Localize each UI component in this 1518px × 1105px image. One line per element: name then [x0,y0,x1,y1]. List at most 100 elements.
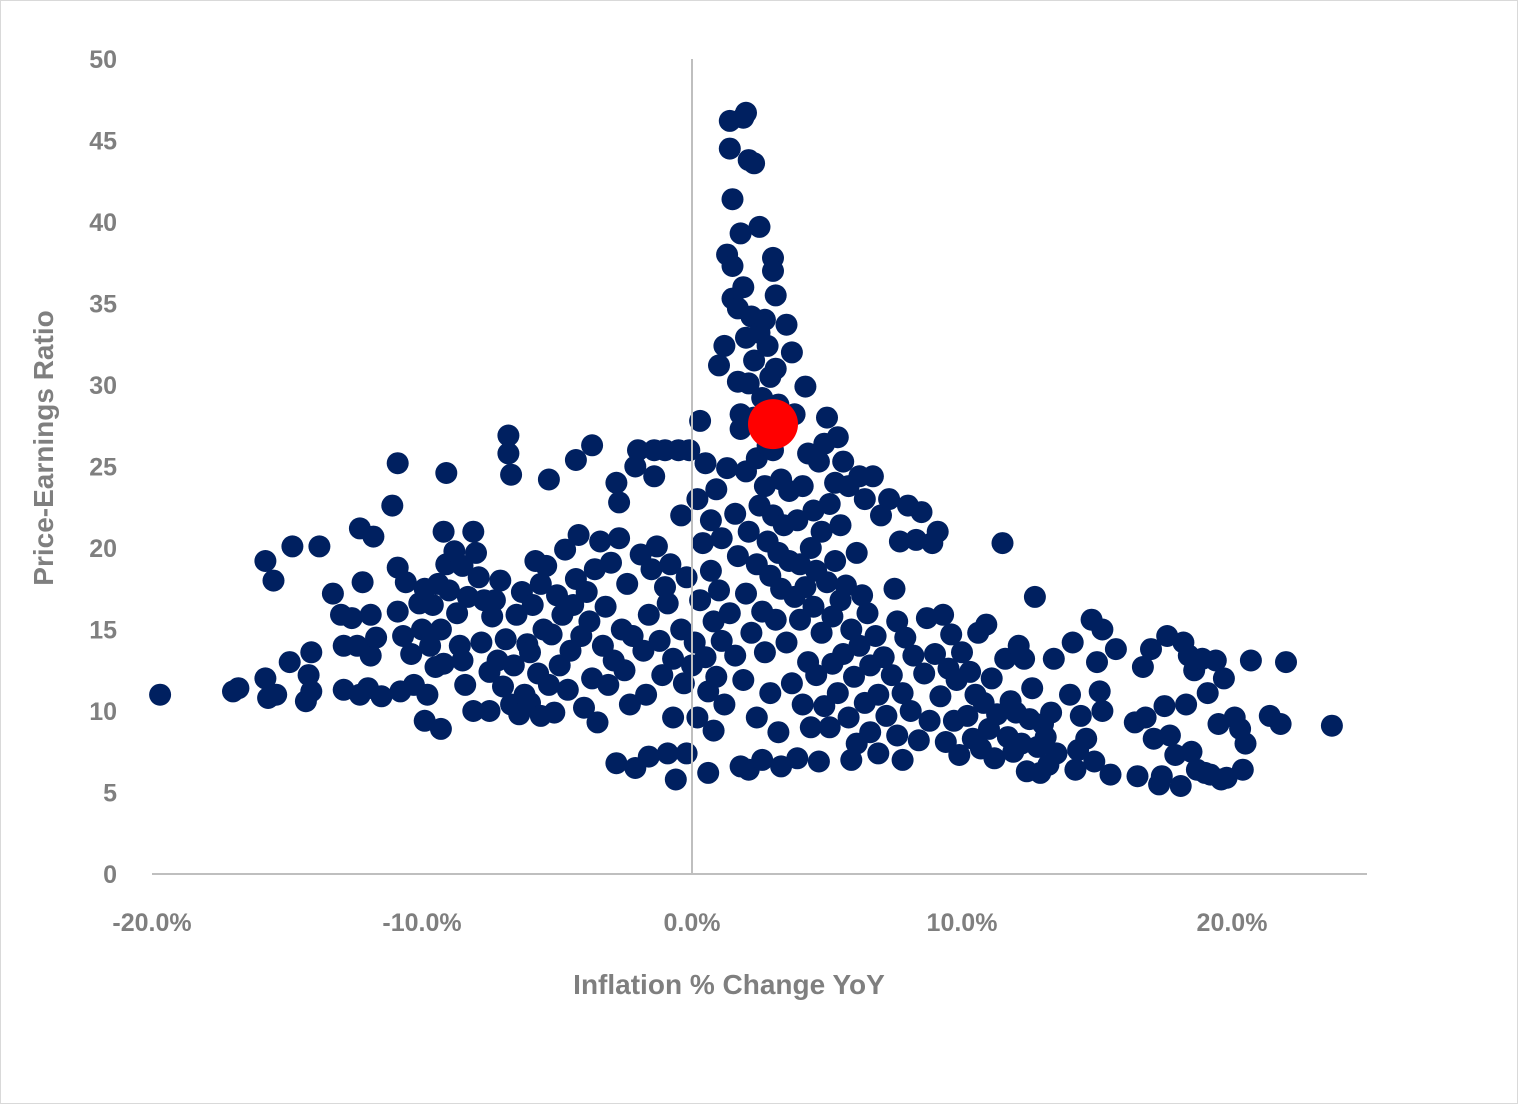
data-point [910,501,933,524]
data-point [497,424,520,447]
data-point [483,589,506,612]
data-point [883,577,906,600]
data-point [932,603,955,626]
data-point [489,569,512,592]
data-point [627,439,649,462]
data-point [713,693,736,716]
data-point [535,554,558,577]
data-point [708,354,730,377]
data-point [829,514,852,537]
data-point [370,685,393,708]
y-tick-label: 15 [89,617,117,645]
data-point [227,677,250,700]
data-point [1212,667,1235,690]
data-point [689,589,712,612]
data-point [694,452,717,475]
data-point [718,137,741,160]
data-point [735,582,757,605]
data-point [662,647,685,670]
data-point [637,745,660,768]
data-point [832,643,855,665]
data-point [843,665,865,688]
points-layer [149,101,1343,797]
data-point [810,520,833,543]
data-point [802,595,825,618]
data-point [732,276,755,299]
data-point [697,761,720,784]
data-point [556,678,579,701]
data-point [702,719,725,742]
data-point [1158,724,1181,747]
data-point [775,631,798,654]
data-point [1064,758,1087,781]
data-point [254,667,277,690]
highlight-layer [748,399,798,450]
data-point [400,643,423,665]
data-point [416,683,439,706]
data-point [1153,695,1176,718]
data-point [832,450,855,473]
data-point [594,595,617,618]
data-point [851,584,874,607]
data-point [710,629,733,652]
data-point [1150,765,1173,788]
data-point [1169,775,1192,797]
data-point [699,509,722,532]
data-point [1204,649,1227,672]
data-point [492,675,514,698]
data-point [951,641,973,664]
data-point [467,566,490,589]
data-point [913,662,936,685]
data-point [645,535,668,558]
data-point [297,664,320,687]
data-point [659,553,682,576]
data-point [762,259,784,282]
data-point [959,660,982,683]
y-tick-label: 30 [89,372,117,400]
data-point [767,721,790,744]
data-point [743,152,766,175]
data-point [670,504,693,527]
data-point [651,664,674,687]
data-point [365,626,388,649]
data-point [1320,714,1343,737]
data-point [864,625,887,647]
data-point [940,623,963,646]
data-point [394,571,417,594]
data-point [702,610,725,633]
data-point [888,530,911,553]
data-point [1040,701,1063,724]
data-point [726,545,749,568]
data-point [1069,704,1092,727]
x-tick-label: -10.0% [382,909,461,937]
data-point [554,538,577,561]
x-tick-label: 10.0% [927,909,998,937]
data-point [359,603,382,626]
data-point [1061,631,1084,654]
data-point [759,682,782,705]
data-point [1269,713,1292,735]
data-point [899,700,922,722]
data-point [632,639,655,662]
data-point [340,607,363,630]
data-point [1021,677,1044,700]
data-point [664,768,687,791]
data-point [1215,766,1238,789]
y-axis-title: Price-Earnings Ratio [28,310,59,585]
data-point [640,558,663,581]
data-point [821,605,844,628]
data-point [1239,649,1262,672]
data-point [794,576,817,599]
data-point [705,665,728,688]
data-point [1034,726,1057,749]
data-point [470,631,493,654]
data-point [929,685,952,708]
data-point [840,618,863,641]
y-tick-label: 45 [89,128,117,156]
data-point [710,527,733,550]
data-point [494,628,517,651]
data-point [775,313,798,336]
data-point [756,334,779,357]
data-point [948,744,971,766]
